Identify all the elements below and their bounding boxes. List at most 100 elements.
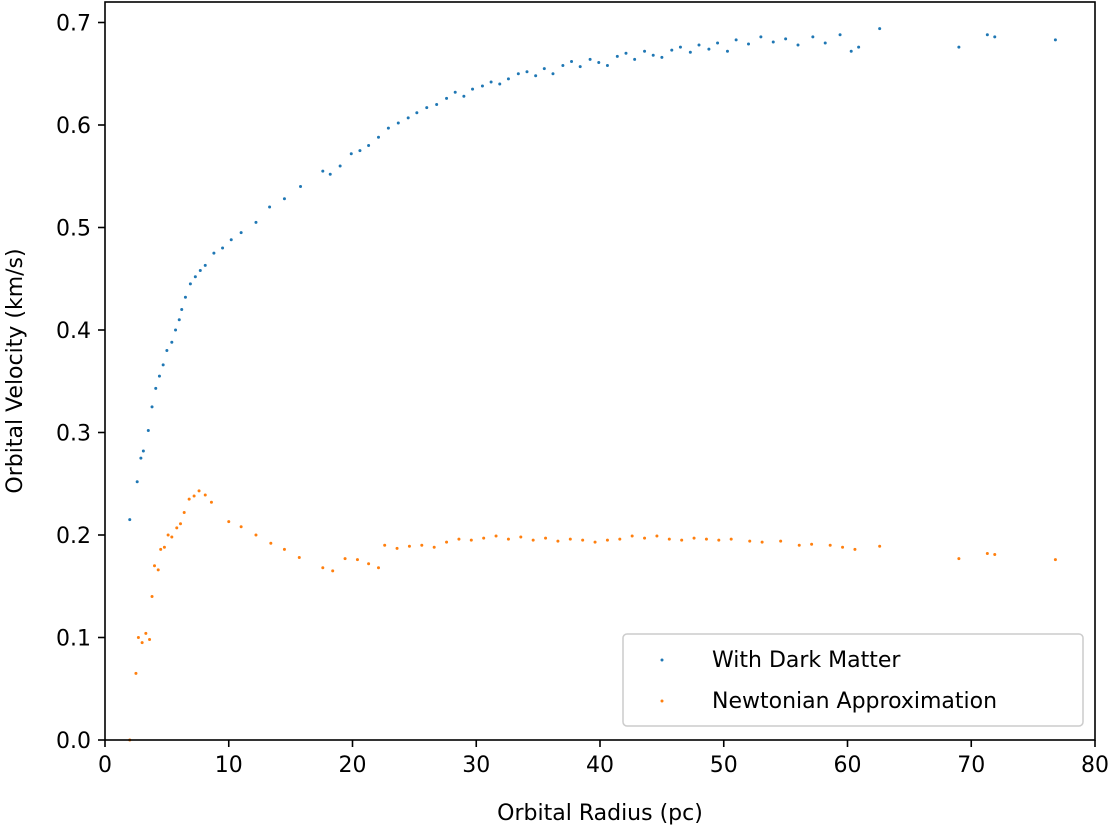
x-tick-label: 70: [957, 753, 985, 778]
point-series0-20: [221, 246, 225, 250]
point-series0-63: [651, 53, 655, 57]
point-series0-68: [697, 43, 701, 47]
point-series0-40: [445, 96, 449, 100]
point-series1-29: [343, 557, 347, 561]
point-series1-8: [156, 568, 160, 572]
point-series1-3: [140, 641, 144, 645]
point-series0-38: [425, 106, 429, 110]
point-series0-48: [516, 72, 520, 76]
point-series1-67: [828, 543, 832, 547]
y-tick-label: 0.2: [56, 524, 91, 549]
point-series0-16: [193, 275, 197, 279]
point-series0-32: [367, 144, 371, 147]
point-series1-47: [556, 539, 560, 543]
point-series0-11: [174, 328, 178, 332]
point-series1-68: [841, 545, 845, 549]
point-series0-59: [615, 54, 619, 58]
point-series0-41: [453, 90, 457, 94]
x-tick-label: 80: [1081, 753, 1109, 778]
point-series1-1: [134, 671, 138, 675]
point-series0-47: [506, 77, 510, 81]
point-series0-79: [823, 41, 827, 45]
x-tick-label: 0: [98, 753, 112, 778]
point-series0-55: [578, 65, 582, 69]
point-series1-62: [748, 539, 752, 543]
point-series0-35: [396, 121, 400, 125]
point-series0-84: [957, 45, 961, 49]
y-tick-label: 0.4: [56, 319, 91, 344]
y-tick-label: 0.7: [56, 12, 91, 37]
point-series1-5: [148, 638, 152, 642]
point-series0-70: [716, 41, 720, 45]
point-series0-7: [157, 374, 161, 378]
point-series0-2: [139, 456, 143, 460]
x-tick-label: 10: [215, 753, 243, 778]
point-series1-46: [544, 536, 548, 540]
point-series1-49: [581, 538, 585, 542]
point-series1-63: [760, 540, 764, 544]
point-series1-44: [519, 535, 523, 539]
point-series1-50: [593, 540, 597, 544]
point-series0-51: [542, 67, 546, 71]
point-series0-82: [857, 45, 861, 49]
point-series1-25: [282, 547, 286, 551]
point-series0-78: [811, 35, 815, 39]
point-series0-50: [534, 74, 538, 78]
point-series1-55: [655, 534, 659, 538]
point-series1-43: [506, 537, 510, 541]
point-series1-35: [407, 544, 411, 548]
point-series0-60: [624, 51, 628, 55]
y-tick-label: 0.0: [56, 729, 91, 754]
point-series0-42: [462, 94, 466, 98]
point-series1-38: [445, 540, 449, 544]
legend-box: [622, 633, 1084, 727]
point-series0-73: [747, 42, 750, 46]
point-series0-12: [177, 318, 181, 322]
point-series0-44: [480, 84, 484, 88]
x-tick-label: 20: [339, 753, 367, 778]
point-series0-75: [771, 40, 775, 44]
point-series0-27: [321, 169, 325, 173]
point-series0-62: [643, 49, 647, 53]
point-series0-49: [525, 70, 529, 74]
point-series1-26: [297, 556, 301, 560]
point-series1-10: [162, 545, 166, 549]
point-series0-24: [268, 205, 272, 209]
point-series0-36: [406, 116, 410, 120]
point-series0-87: [1053, 38, 1057, 42]
point-series0-29: [338, 164, 342, 168]
point-series0-23: [254, 220, 258, 224]
point-series0-71: [725, 49, 729, 53]
point-series1-41: [482, 536, 486, 540]
point-series1-37: [432, 545, 436, 549]
point-series0-5: [150, 405, 154, 409]
y-axis-ticks: 0.0 0.1 0.2 0.3 0.4 0.5 0.6 0.7: [56, 12, 105, 754]
x-tick-label: 30: [462, 753, 490, 778]
point-series0-72: [734, 38, 738, 42]
x-axis-ticks: 0 10 20 30 40 50 60 70 80: [98, 740, 1109, 778]
point-series1-17: [192, 494, 196, 498]
point-series1-52: [618, 537, 622, 541]
point-series1-36: [420, 543, 424, 547]
point-series1-21: [227, 520, 231, 524]
point-series0-13: [180, 308, 184, 311]
point-series1-42: [494, 534, 498, 538]
point-series1-56: [667, 537, 671, 541]
point-series0-46: [498, 82, 502, 86]
point-series1-6: [150, 595, 154, 598]
legend-marker-newtonian: [660, 699, 664, 703]
point-series0-56: [588, 57, 592, 61]
point-series0-57: [597, 60, 601, 64]
point-series1-57: [680, 538, 684, 542]
point-series1-23: [254, 533, 258, 537]
point-series1-39: [457, 537, 461, 541]
point-series0-1: [135, 480, 139, 484]
point-series1-59: [704, 537, 708, 541]
point-series0-74: [759, 35, 763, 39]
point-series1-28: [331, 569, 335, 573]
point-series0-66: [678, 45, 682, 49]
point-series0-30: [349, 152, 353, 156]
point-series1-70: [878, 544, 882, 548]
point-series1-61: [729, 537, 733, 541]
point-series0-31: [358, 149, 362, 153]
